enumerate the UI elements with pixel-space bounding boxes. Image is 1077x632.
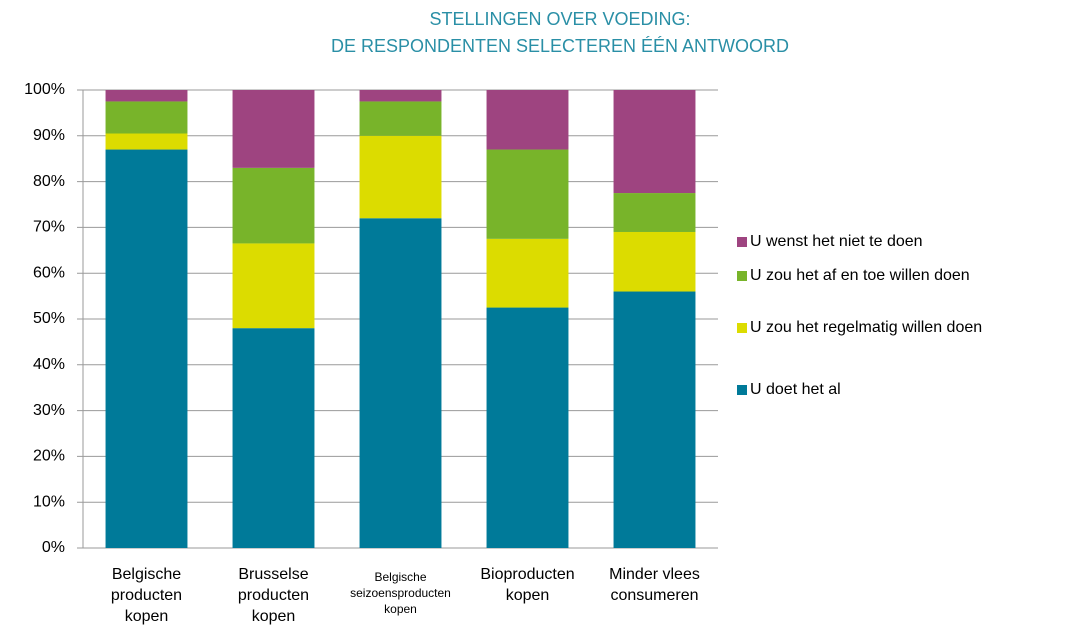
y-tick-label: 0% xyxy=(42,539,65,556)
legend-swatch xyxy=(737,271,747,281)
y-tick-label: 20% xyxy=(33,448,65,465)
bar-segment xyxy=(486,90,569,150)
bar-segment xyxy=(359,101,442,136)
x-tick-label: Brusselse producten kopen xyxy=(237,566,310,625)
legend-swatch xyxy=(737,237,747,247)
y-tick-label: 100% xyxy=(24,81,65,98)
legend-swatch xyxy=(737,385,747,395)
x-tick-label: Minder vlees consumeren xyxy=(609,566,700,604)
bar-segment xyxy=(232,328,315,548)
y-tick-label: 90% xyxy=(33,127,65,144)
bar-segment xyxy=(486,307,569,548)
legend-label: U wenst het niet te doen xyxy=(750,233,923,250)
bar-segment xyxy=(105,133,188,150)
chart-title: DE RESPONDENTEN SELECTEREN ÉÉN ANTWOORD xyxy=(331,36,789,56)
y-tick-label: 80% xyxy=(33,173,65,190)
bar-segment xyxy=(105,149,188,549)
bar-segment xyxy=(232,167,315,244)
y-tick-label: 70% xyxy=(33,219,65,236)
bar-segment xyxy=(613,90,696,194)
bar-segment xyxy=(613,193,696,232)
bar-segment xyxy=(613,231,696,292)
bar-segment xyxy=(486,238,569,308)
x-tick-label: Belgische producten kopen xyxy=(110,566,183,625)
bar-segment xyxy=(486,149,569,239)
bar-segment xyxy=(359,135,442,219)
y-tick-label: 60% xyxy=(33,264,65,281)
bar-segment xyxy=(232,90,315,168)
bar-segment xyxy=(105,101,188,134)
x-tick-label: Bioproducten kopen xyxy=(480,566,575,604)
bar-segment xyxy=(105,90,188,102)
y-tick-label: 10% xyxy=(33,493,65,510)
bar-segment xyxy=(613,291,696,548)
y-tick-label: 50% xyxy=(33,310,65,327)
y-tick-label: 40% xyxy=(33,356,65,373)
bar-segment xyxy=(359,218,442,549)
legend-label: U zou het af en toe willen doen xyxy=(750,267,970,284)
y-tick-label: 30% xyxy=(33,402,65,419)
legend-swatch xyxy=(737,323,747,333)
legend-label: U doet het al xyxy=(750,381,841,398)
x-tick-label: Belgische seizoensproducten kopen xyxy=(350,570,451,616)
legend-label: U zou het regelmatig willen doen xyxy=(750,319,982,336)
bar-segment xyxy=(359,90,442,102)
chart-title: STELLINGEN OVER VOEDING: xyxy=(429,9,690,29)
bar-segment xyxy=(232,243,315,329)
